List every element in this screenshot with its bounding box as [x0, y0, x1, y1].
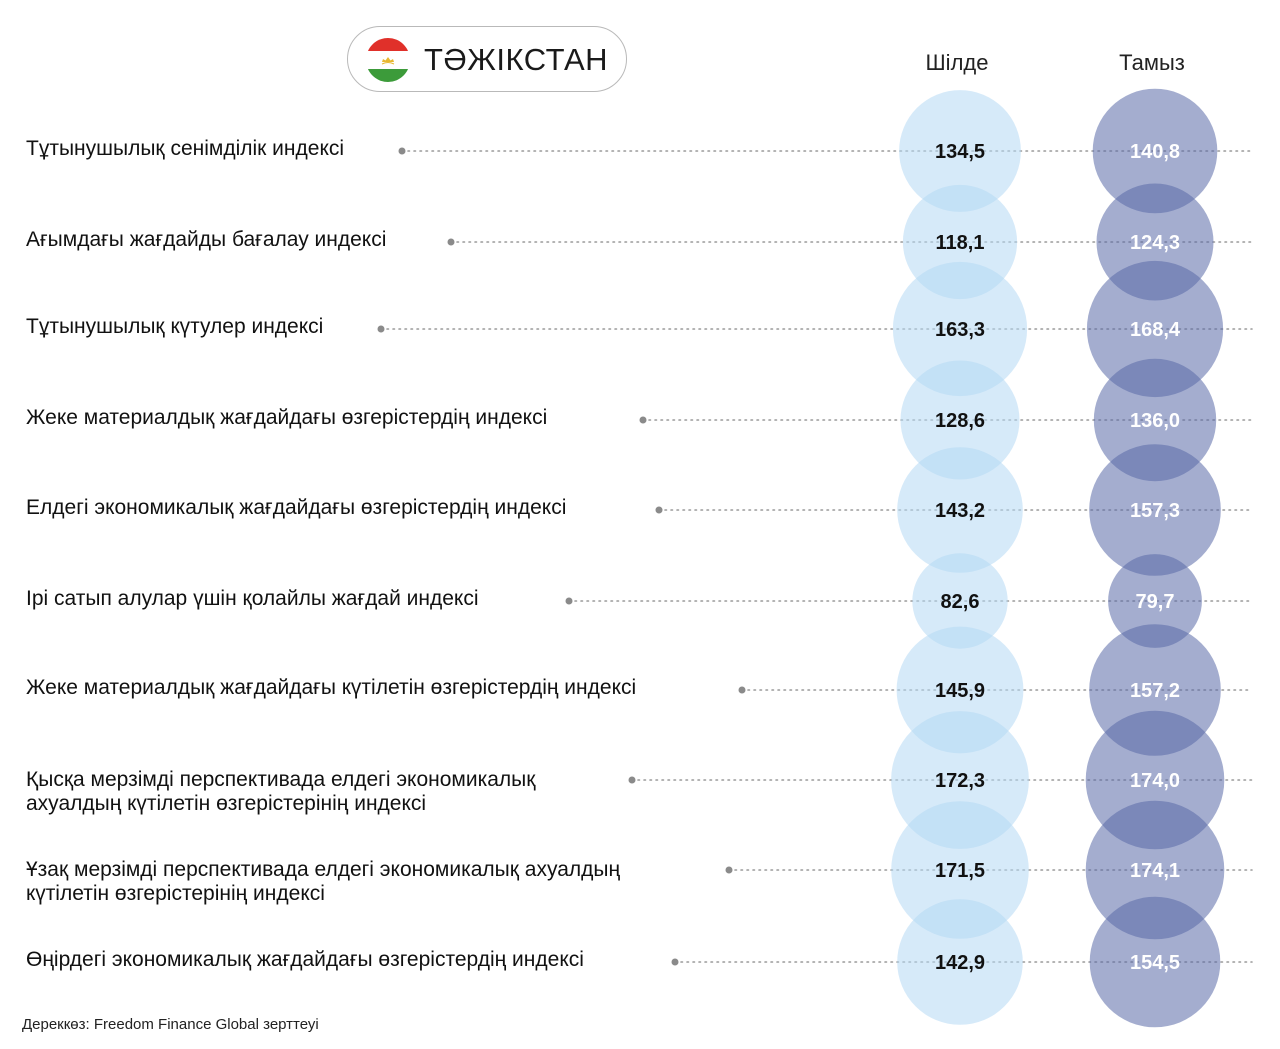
row-label: Тұтынушылық күтулер индексі	[26, 315, 323, 339]
row-label: Ірі сатып алулар үшін қолайлы жағдай инд…	[26, 587, 479, 611]
leader-dot	[398, 147, 406, 155]
row-label: Тұтынушылық сенімділік индексі	[26, 137, 344, 161]
tajikistan-flag-icon	[366, 38, 410, 82]
row-label-line: Тұтынушылық сенімділік индексі	[26, 137, 345, 160]
country-name: ТӘЖІКСТАН	[424, 42, 609, 77]
row-label-line: күтілетін өзгерістерінің индексі	[26, 882, 325, 905]
leader-dot	[655, 506, 663, 514]
value-label-july: 163,3	[935, 319, 985, 341]
row-label-line: Ағымдағы жағдайды бағалау индексі	[26, 228, 387, 251]
value-label-july: 128,6	[935, 410, 985, 432]
leader-dot	[377, 325, 385, 333]
row-label-line: ахуалдың күтілетін өзгерістерінің индекс…	[26, 792, 427, 815]
column-header-august: Тамыз	[1119, 50, 1185, 75]
value-label-august: 124,3	[1130, 232, 1180, 254]
value-label-august: 168,4	[1130, 319, 1181, 341]
leader-dot	[565, 597, 573, 605]
source-note: Дереккөз: Freedom Finance Global зерттеу…	[22, 1016, 319, 1033]
row-label: Қысқа мерзімді перспективада елдегі экон…	[26, 768, 535, 816]
row-label-line: Ұзақ мерзімді перспективада елдегі эконо…	[26, 858, 621, 881]
row-label: Жеке материалдық жағдайдағы өзгерістерді…	[26, 406, 547, 430]
value-label-august: 154,5	[1130, 952, 1180, 974]
value-label-july: 145,9	[935, 680, 985, 702]
leader-dot	[738, 686, 746, 694]
row-label-line: Қысқа мерзімді перспективада елдегі экон…	[26, 768, 536, 791]
bubble-august	[1085, 800, 1225, 940]
bubble-august	[1086, 260, 1224, 398]
value-label-july: 134,5	[935, 141, 985, 163]
bubble-august	[1089, 444, 1221, 576]
bubble-august	[1092, 88, 1218, 214]
value-label-august: 157,3	[1130, 500, 1180, 522]
bubble-july	[892, 261, 1028, 397]
value-label-july: 118,1	[936, 232, 985, 254]
bubble-august	[1093, 358, 1217, 482]
row-label: Ұзақ мерзімді перспективада елдегі эконо…	[26, 858, 620, 906]
bubble-july	[891, 801, 1029, 939]
leader-dot	[639, 416, 647, 424]
value-label-july: 142,9	[935, 952, 985, 974]
leader-dot	[628, 776, 636, 784]
bubble-july	[912, 553, 1008, 649]
value-label-july: 143,2	[935, 500, 985, 522]
row-label-line: Тұтынушылық күтулер индексі	[26, 315, 324, 338]
row-label: Өңірдегі экономикалық жағдайдағы өзгеріс…	[26, 948, 584, 972]
row-label-line: Жеке материалдық жағдайдағы күтілетін өз…	[26, 676, 637, 699]
value-label-august: 136,0	[1130, 410, 1180, 432]
value-label-august: 157,2	[1130, 680, 1180, 702]
country-badge: ТӘЖІКСТАН	[347, 26, 627, 92]
row-label: Елдегі экономикалық жағдайдағы өзгерісте…	[26, 496, 566, 520]
bubble-august	[1089, 896, 1221, 1028]
value-label-august: 79,7	[1136, 591, 1175, 613]
bubble-july	[897, 899, 1023, 1025]
row-label: Жеке материалдық жағдайдағы күтілетін өз…	[26, 676, 636, 700]
leader-dot	[671, 958, 679, 966]
bubble-august	[1108, 554, 1202, 648]
row-label-line: Ірі сатып алулар үшін қолайлы жағдай инд…	[26, 587, 479, 610]
bubble-july	[899, 90, 1021, 212]
row-label-line: Елдегі экономикалық жағдайдағы өзгерісте…	[26, 496, 567, 519]
value-label-august: 140,8	[1130, 141, 1180, 163]
leader-dot	[725, 866, 733, 874]
row-label-line: Өңірдегі экономикалық жағдайдағы өзгеріс…	[26, 948, 584, 971]
leader-dot	[447, 238, 455, 246]
bubble-july	[900, 360, 1020, 480]
value-label-july: 171,5	[935, 860, 985, 882]
row-label: Ағымдағы жағдайды бағалау индексі	[26, 228, 386, 252]
value-label-july: 82,6	[941, 591, 980, 613]
value-label-july: 172,3	[935, 770, 985, 792]
bubble-july	[897, 447, 1023, 573]
row-label-line: Жеке материалдық жағдайдағы өзгерістерді…	[26, 406, 548, 429]
value-label-august: 174,0	[1130, 770, 1180, 792]
value-label-august: 174,1	[1130, 860, 1180, 882]
column-header-july: Шілде	[925, 50, 989, 75]
